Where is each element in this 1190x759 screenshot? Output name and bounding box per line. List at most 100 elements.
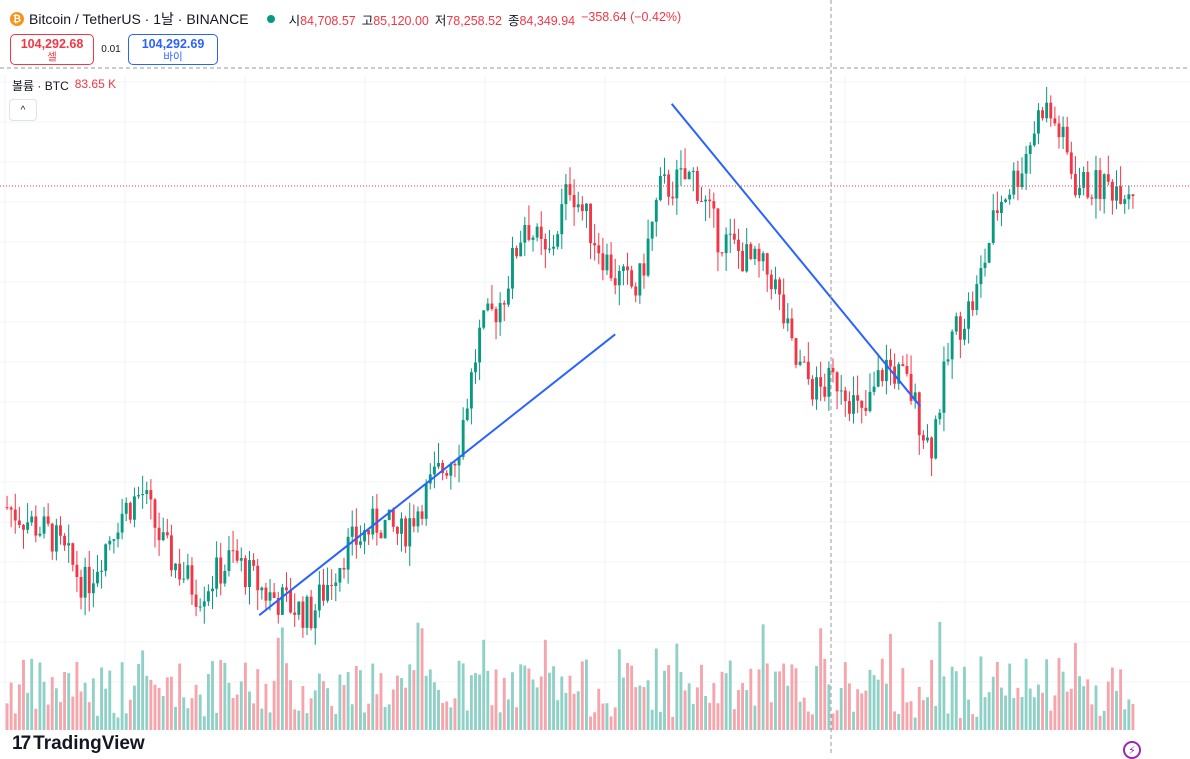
candle-body	[913, 392, 917, 401]
candle-body	[239, 558, 243, 561]
volume-bar	[913, 717, 917, 730]
volume-bar	[564, 692, 568, 730]
tradingview-logo-text: TradingView	[33, 733, 145, 754]
volume-bar	[243, 662, 247, 730]
candle-body	[1012, 170, 1016, 195]
candle-body	[790, 318, 794, 339]
volume-bar	[938, 621, 942, 730]
candle-body	[112, 539, 116, 541]
candle-body	[650, 221, 654, 239]
volume-bar	[1106, 681, 1110, 730]
volume-bar	[1069, 688, 1073, 730]
candle-body	[182, 578, 186, 580]
volume-bar	[26, 692, 30, 730]
volume-bar	[1090, 704, 1094, 730]
volume-bar	[987, 692, 991, 730]
volume-bar	[621, 677, 625, 730]
candle-body	[75, 564, 79, 577]
volume-bar	[995, 661, 999, 730]
volume-bar	[400, 678, 403, 730]
volume-bar	[190, 698, 194, 730]
volume-bar	[515, 707, 519, 730]
sell-button[interactable]: 104,292.68 셀	[10, 34, 94, 65]
candle-body	[391, 509, 395, 527]
candle-body	[1131, 194, 1135, 197]
volume-bar	[301, 686, 305, 730]
volume-bar	[17, 684, 21, 730]
candle-body	[424, 483, 428, 519]
candle-body	[334, 582, 338, 586]
symbol-title[interactable]: Bitcoin / TetherUS · 1날 · BINANCE	[29, 11, 249, 27]
candle-body	[860, 400, 864, 408]
volume-bar	[527, 668, 531, 730]
tradingview-logo-mark: 17	[12, 733, 31, 754]
candle-body	[917, 392, 921, 436]
candle-body	[572, 194, 576, 208]
volume-bar	[934, 705, 938, 730]
candle-body	[535, 226, 539, 238]
trendline	[258, 333, 616, 616]
candle-body	[215, 557, 219, 589]
volume-bar	[991, 676, 995, 730]
volume-bar	[761, 624, 765, 730]
volume-bar	[490, 705, 494, 730]
candle-body	[642, 263, 646, 276]
candle-body	[663, 174, 666, 176]
volume-bar	[810, 714, 814, 730]
candle-body	[634, 286, 638, 296]
candle-body	[83, 566, 87, 598]
candle-body	[42, 516, 46, 534]
candle-body	[313, 610, 317, 629]
candle-body	[46, 516, 50, 524]
volume-bar	[309, 698, 313, 730]
candle-body	[457, 456, 461, 466]
volume-bar	[548, 672, 551, 730]
volume-bar	[835, 710, 839, 730]
buy-button[interactable]: 104,292.69 바이	[128, 34, 218, 65]
volume-bar	[71, 696, 75, 730]
candle-body	[506, 288, 510, 305]
volume-bar	[1102, 710, 1106, 730]
volume-bar	[634, 687, 638, 730]
volume-bar	[145, 675, 149, 730]
candle-body	[34, 516, 38, 536]
volume-bar	[264, 683, 268, 730]
volume-bar	[141, 650, 145, 730]
volume-bar	[1049, 710, 1053, 730]
candle-body	[486, 303, 490, 311]
lightning-icon[interactable]: ⚡	[1123, 741, 1141, 759]
candle-body	[1090, 197, 1094, 199]
candle-body	[289, 590, 293, 613]
volume-bar	[884, 683, 888, 730]
candle-body	[757, 248, 761, 262]
candle-body	[367, 530, 371, 535]
volume-bar	[901, 668, 905, 730]
candle-body	[309, 596, 313, 629]
volume-bar	[963, 666, 966, 730]
candle-body	[330, 584, 334, 586]
candle-body	[613, 278, 617, 286]
candle-body	[605, 254, 609, 271]
volume-bar	[1086, 679, 1090, 730]
volume-bar	[654, 648, 658, 730]
candle-body	[326, 584, 330, 601]
volume-bar	[182, 697, 186, 730]
candle-body	[38, 533, 42, 536]
volume-bar	[297, 710, 301, 730]
candle-body	[432, 466, 436, 475]
candle-body	[720, 252, 724, 254]
candle-body	[1115, 186, 1118, 201]
volume-bar	[165, 677, 169, 730]
collapse-legend-button[interactable]: ^	[9, 99, 37, 121]
volume-bar	[589, 716, 592, 730]
candle-body	[26, 522, 30, 530]
volume-bar	[46, 704, 50, 730]
volume-bar	[1119, 669, 1123, 730]
tradingview-logo[interactable]: 17 TradingView	[12, 733, 145, 755]
candle-body	[1106, 174, 1110, 182]
volume-bar	[724, 673, 728, 730]
volume-bar	[778, 671, 782, 730]
candle-body	[963, 328, 966, 340]
candle-body	[5, 507, 9, 509]
